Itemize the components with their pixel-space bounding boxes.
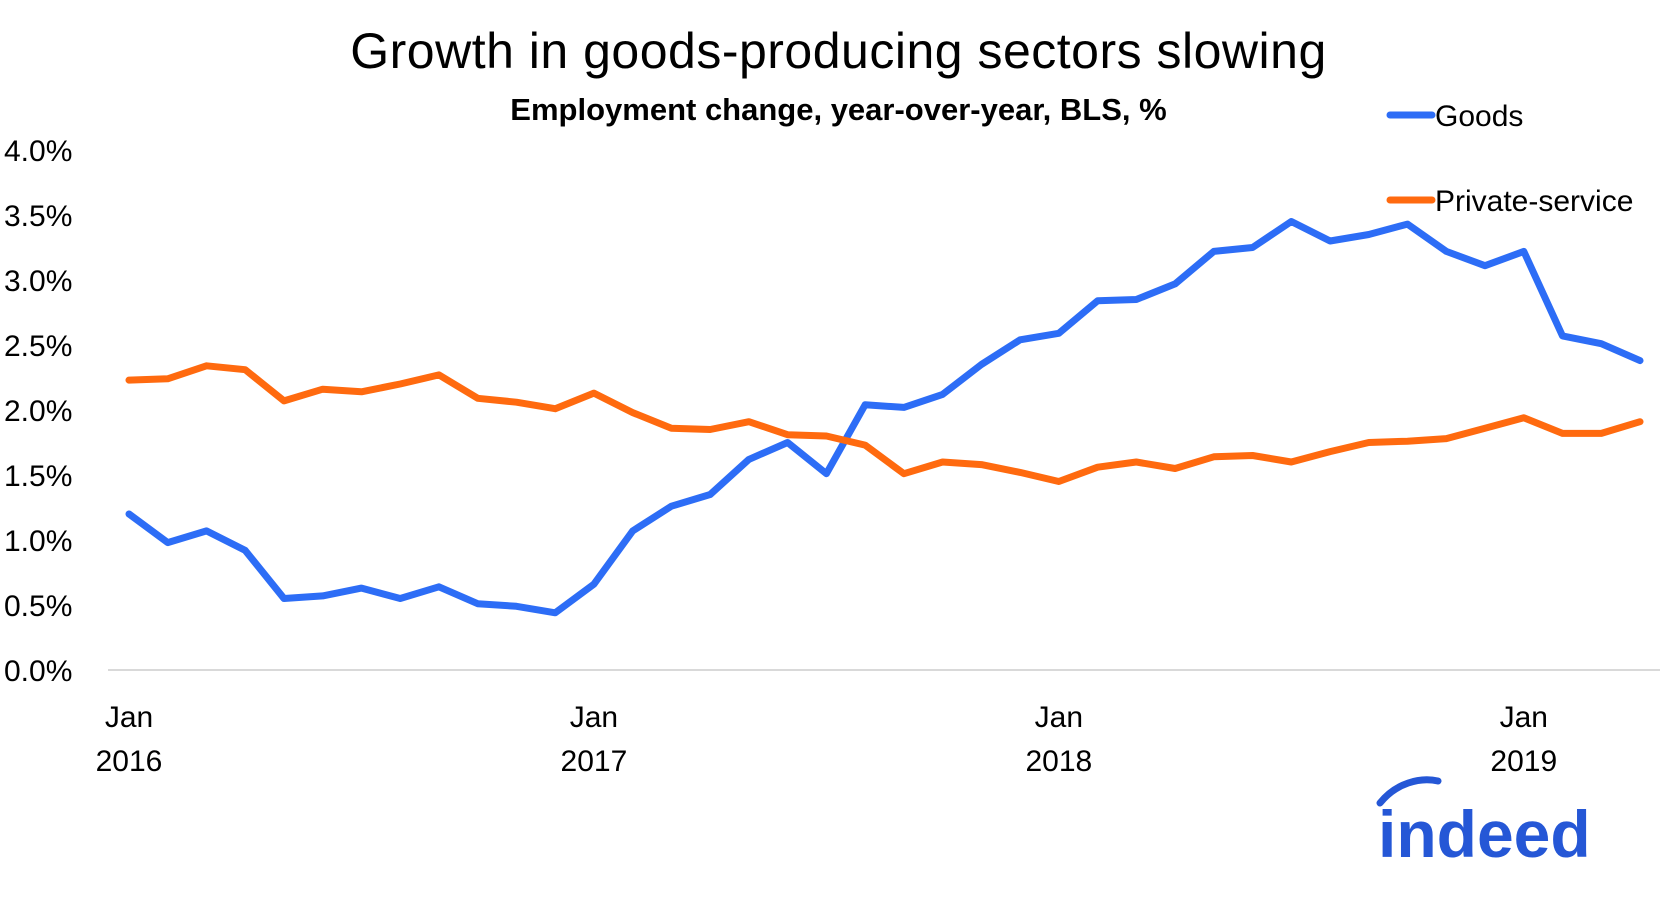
series-line-private-service <box>125 362 1644 485</box>
y-tick-label: 2.0% <box>4 395 72 428</box>
legend-label: Private-service <box>1435 185 1633 218</box>
y-tick-label: 0.5% <box>4 590 72 623</box>
y-tick-label: 4.0% <box>4 135 72 168</box>
series-line-goods <box>125 218 1644 617</box>
x-tick-label-year: 2018 <box>1025 745 1092 778</box>
x-tick-label-month: Jan <box>570 701 618 734</box>
y-tick-label: 3.5% <box>4 200 72 233</box>
y-tick-label: 3.0% <box>4 265 72 298</box>
indeed-logo-wordmark: indeed <box>1378 797 1591 871</box>
indeed-logo: indeed <box>1376 776 1591 871</box>
y-tick-label: 1.0% <box>4 525 72 558</box>
y-tick-label: 2.5% <box>4 330 72 363</box>
chart-subtitle: Employment change, year-over-year, BLS, … <box>510 92 1167 127</box>
x-tick-label-year: 2016 <box>96 745 163 778</box>
indeed-logo-swoosh <box>1376 776 1442 807</box>
x-tick-label-year: 2017 <box>561 745 628 778</box>
y-axis-ticks: 0.0% 0.5% 1.0% 1.5% 2.0% 2.5% 3.0% 3.5% 4.0% <box>4 135 72 688</box>
legend-label: Goods <box>1435 100 1523 133</box>
x-tick-label-month: Jan <box>1500 701 1548 734</box>
x-tick-label-month: Jan <box>1035 701 1083 734</box>
chart-title: Growth in goods-producing sectors slowin… <box>350 23 1327 79</box>
legend: Goods Private-service <box>1386 100 1633 218</box>
x-axis-ticks: Jan 2016 Jan 2017 Jan 2018 Jan 2019 <box>96 701 1558 778</box>
y-tick-label: 0.0% <box>4 655 72 688</box>
series-lines <box>125 218 1644 617</box>
x-tick-label-month: Jan <box>105 701 153 734</box>
y-tick-label: 1.5% <box>4 460 72 493</box>
x-tick-label-year: 2019 <box>1490 745 1557 778</box>
